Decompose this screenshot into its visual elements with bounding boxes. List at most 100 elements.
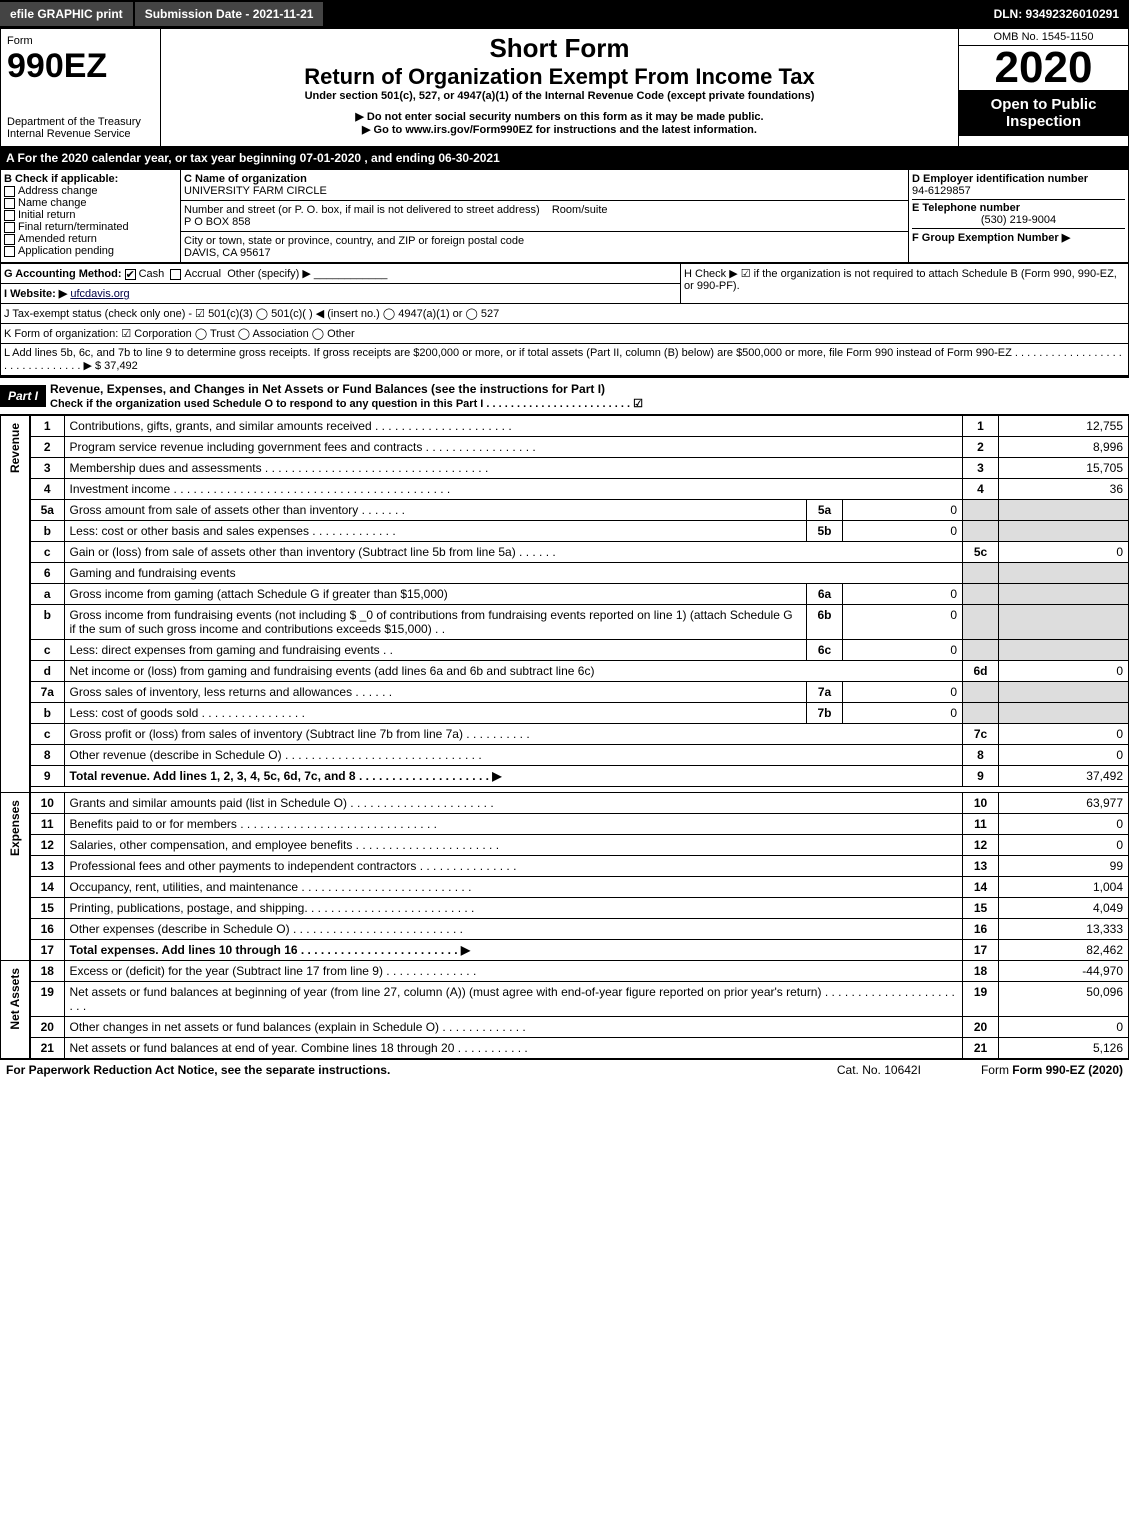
line20-desc: Other changes in net assets or fund bala… (64, 1017, 963, 1038)
line14-amt: 1,004 (999, 877, 1129, 898)
irs: Internal Revenue Service (7, 128, 154, 140)
part1-header: Part I Revenue, Expenses, and Changes in… (0, 376, 1129, 415)
main-title: Return of Organization Exempt From Incom… (165, 64, 954, 90)
f-label: F Group Exemption Number ▶ (912, 228, 1125, 244)
line17-desc: Total expenses. Add lines 10 through 16 … (70, 943, 471, 957)
tax-year: 2020 (959, 46, 1128, 90)
part1-label: Part I (0, 385, 46, 407)
efile-tab[interactable]: efile GRAPHIC print (0, 2, 133, 26)
line15-amt: 4,049 (999, 898, 1129, 919)
line13-amt: 99 (999, 856, 1129, 877)
b-opt-4: Amended return (18, 233, 97, 245)
city: DAVIS, CA 95617 (184, 247, 905, 259)
cb-amended[interactable] (4, 234, 15, 245)
line7b-sub: 0 (843, 703, 963, 724)
top-bar: efile GRAPHIC print Submission Date - 20… (0, 0, 1129, 28)
submission-tab: Submission Date - 2021-11-21 (135, 2, 324, 26)
line6a-sub: 0 (843, 584, 963, 605)
form-word: Form (7, 35, 154, 47)
ghijk-block: G Accounting Method: Cash Accrual Other … (0, 263, 1129, 376)
g-other: Other (specify) ▶ (227, 268, 311, 280)
cb-initial[interactable] (4, 210, 15, 221)
ein: 94-6129857 (912, 185, 1125, 197)
cb-pending[interactable] (4, 246, 15, 257)
g-label: G Accounting Method: (4, 268, 122, 280)
footer: For Paperwork Reduction Act Notice, see … (0, 1059, 1129, 1080)
short-form: Short Form (165, 33, 954, 64)
e-label: E Telephone number (912, 199, 1125, 214)
phone: (530) 219-9004 (912, 214, 1125, 226)
line8-amt: 0 (999, 745, 1129, 766)
g-cash: Cash (139, 268, 165, 280)
line11-amt: 0 (999, 814, 1129, 835)
line6d-desc: Net income or (loss) from gaming and fun… (64, 661, 963, 682)
part1-title: Revenue, Expenses, and Changes in Net As… (50, 382, 605, 396)
line6-desc: Gaming and fundraising events (64, 563, 963, 584)
cb-address[interactable] (4, 186, 15, 197)
line3-desc: Membership dues and assessments . . . . … (64, 458, 963, 479)
l-line: L Add lines 5b, 6c, and 7b to line 9 to … (1, 344, 1129, 376)
sidebar-expenses: Expenses (6, 796, 24, 860)
sidebar-revenue: Revenue (6, 419, 24, 477)
open-inspection: Open to Public Inspection (959, 90, 1128, 136)
dln: DLN: 93492326010291 (984, 2, 1129, 26)
line18-amt: -44,970 (999, 961, 1129, 982)
line9-amt: 37,492 (999, 766, 1129, 787)
line5a-sub: 0 (843, 500, 963, 521)
line18-desc: Excess or (deficit) for the year (Subtra… (64, 961, 963, 982)
j-line: J Tax-exempt status (check only one) - ☑… (1, 304, 1129, 324)
line10-desc: Grants and similar amounts paid (list in… (64, 793, 963, 814)
k-line: K Form of organization: ☑ Corporation ◯ … (1, 324, 1129, 344)
line5a-desc: Gross amount from sale of assets other t… (64, 500, 807, 521)
a-line: A For the 2020 calendar year, or tax yea… (0, 147, 1129, 169)
line6c-desc: Less: direct expenses from gaming and fu… (64, 640, 807, 661)
line16-amt: 13,333 (999, 919, 1129, 940)
cb-final[interactable] (4, 222, 15, 233)
line13-desc: Professional fees and other payments to … (64, 856, 963, 877)
line21-desc: Net assets or fund balances at end of ye… (64, 1038, 963, 1059)
line6b-sub: 0 (843, 605, 963, 640)
room-label: Room/suite (552, 204, 608, 216)
line5c-desc: Gain or (loss) from sale of assets other… (64, 542, 963, 563)
line1-amt: 12,755 (999, 416, 1129, 437)
part1-table: Revenue 1Contributions, gifts, grants, a… (0, 415, 1129, 1059)
b-opt-5: Application pending (18, 245, 114, 257)
line19-desc: Net assets or fund balances at beginning… (64, 982, 963, 1017)
entity-block: B Check if applicable: Address change Na… (0, 169, 1129, 263)
dept: Department of the Treasury (7, 116, 154, 128)
c-label: C Name of organization (184, 173, 905, 185)
line9-desc: Total revenue. Add lines 1, 2, 3, 4, 5c,… (70, 769, 502, 783)
line7c-amt: 0 (999, 724, 1129, 745)
line21-amt: 5,126 (999, 1038, 1129, 1059)
line16-desc: Other expenses (describe in Schedule O) … (64, 919, 963, 940)
line2-desc: Program service revenue including govern… (64, 437, 963, 458)
line7a-desc: Gross sales of inventory, less returns a… (64, 682, 807, 703)
cb-name[interactable] (4, 198, 15, 209)
line5c-amt: 0 (999, 542, 1129, 563)
line2-amt: 8,996 (999, 437, 1129, 458)
line1-desc: Contributions, gifts, grants, and simila… (64, 416, 963, 437)
goto-link[interactable]: ▶ Go to www.irs.gov/Form990EZ for instru… (362, 124, 757, 136)
cb-accrual[interactable] (170, 269, 181, 280)
b-title: B Check if applicable: (4, 173, 177, 185)
line3-amt: 15,705 (999, 458, 1129, 479)
line10-amt: 63,977 (999, 793, 1129, 814)
part1-check: Check if the organization used Schedule … (50, 398, 643, 410)
under-section: Under section 501(c), 527, or 4947(a)(1)… (165, 90, 954, 102)
h-text: H Check ▶ ☑ if the organization is not r… (681, 264, 1129, 304)
cb-cash[interactable] (125, 269, 136, 280)
b-opt-3: Final return/terminated (18, 221, 129, 233)
website-link[interactable]: ufcdavis.org (70, 288, 129, 300)
line12-desc: Salaries, other compensation, and employ… (64, 835, 963, 856)
line12-amt: 0 (999, 835, 1129, 856)
footer-form: Form Form 990-EZ (2020) (981, 1063, 1123, 1077)
sidebar-net: Net Assets (6, 964, 24, 1034)
b-opt-0: Address change (18, 185, 98, 197)
footer-right: Form 990-EZ (2020) (1012, 1063, 1123, 1077)
line8-desc: Other revenue (describe in Schedule O) .… (64, 745, 963, 766)
line6b-desc: Gross income from fundraising events (no… (64, 605, 807, 640)
line6a-desc: Gross income from gaming (attach Schedul… (64, 584, 807, 605)
b-opt-1: Name change (18, 197, 87, 209)
i-label: I Website: ▶ (4, 288, 67, 300)
g-accrual: Accrual (184, 268, 221, 280)
